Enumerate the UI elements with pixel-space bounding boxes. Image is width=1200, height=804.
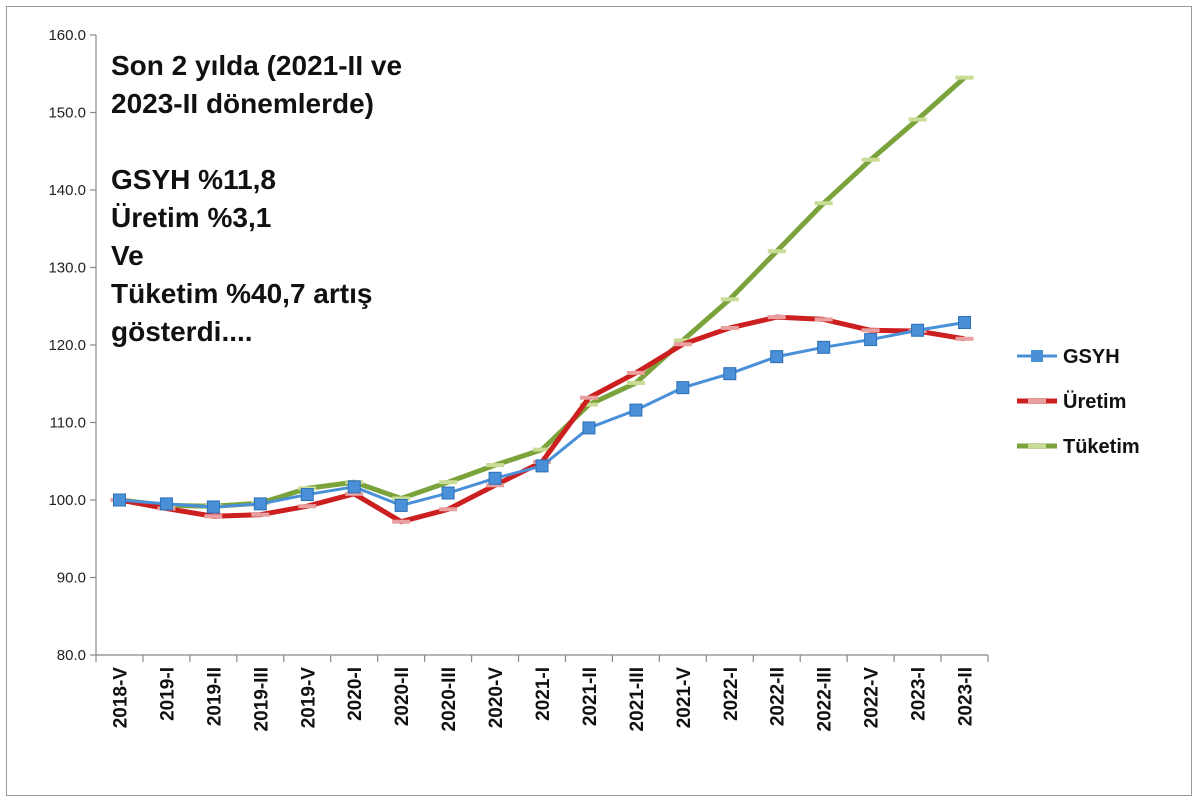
data-point-marker xyxy=(345,491,364,496)
data-point-marker xyxy=(582,421,596,435)
x-tick-label: 2019-I xyxy=(157,667,178,721)
data-point-marker xyxy=(629,403,643,417)
x-tick-label: 2018-V xyxy=(110,667,131,729)
x-tick-label: 2021-V xyxy=(674,667,695,729)
data-point-marker xyxy=(626,370,645,375)
data-point-marker xyxy=(770,350,784,364)
annotation-line: 2023-II dönemlerde) xyxy=(111,88,374,119)
legend-swatch-marker xyxy=(1031,350,1043,362)
x-tick-label: 2020-V xyxy=(486,667,507,729)
data-point-marker xyxy=(908,117,927,122)
x-tick-label: 2022-I xyxy=(721,667,742,721)
data-point-marker xyxy=(817,340,831,354)
data-point-marker xyxy=(394,498,408,512)
data-point-marker xyxy=(676,381,690,395)
x-tick-label: 2022-III xyxy=(815,667,836,731)
y-axis: 80.0 90.0 100.0 110.0 120.0 130.0 140.0 150.0 16… xyxy=(48,27,97,664)
x-tick-label: 2020-III xyxy=(439,667,460,731)
data-point-marker xyxy=(392,519,411,524)
data-point-marker xyxy=(861,157,880,162)
data-point-marker xyxy=(861,328,880,333)
data-point-marker xyxy=(204,514,223,519)
y-tick-label: 100.0 xyxy=(48,492,86,509)
legend-label: GSYH xyxy=(1063,346,1120,368)
data-point-marker xyxy=(486,463,505,468)
y-tick-label: 90.0 xyxy=(57,570,86,587)
data-point-marker xyxy=(767,315,786,320)
annotation-text: Son 2 yılda (2021-II ve 2023-II dönemler… xyxy=(111,47,531,351)
annotation-line: gösterdi.... xyxy=(111,316,253,347)
y-tick-label: 120.0 xyxy=(48,337,86,354)
data-point-marker xyxy=(955,75,974,80)
data-point-marker xyxy=(673,342,692,347)
annotation-line: Ve xyxy=(111,240,144,271)
data-point-marker xyxy=(441,486,455,500)
data-point-marker xyxy=(251,512,270,517)
x-tick-label: 2019-III xyxy=(251,667,272,731)
data-point-marker xyxy=(626,380,645,385)
x-tick-label: 2022-II xyxy=(768,667,789,726)
y-tick-label: 140.0 xyxy=(48,182,86,199)
chart-frame: 80.0 90.0 100.0 110.0 120.0 130.0 140.0 150.0 16… xyxy=(6,6,1192,796)
legend-label: Üretim xyxy=(1063,390,1126,413)
data-point-marker xyxy=(955,336,974,341)
x-tick-label: 2023-II xyxy=(956,667,977,726)
data-point-marker xyxy=(723,367,737,381)
y-tick-label: 110.0 xyxy=(50,415,86,432)
x-tick-label: 2021-III xyxy=(627,667,648,731)
annotation-line: Tüketim %40,7 artış xyxy=(111,278,373,309)
data-point-marker xyxy=(439,480,458,485)
data-point-marker xyxy=(814,201,833,206)
x-tick-label: 2020-II xyxy=(392,667,413,726)
data-point-marker xyxy=(673,338,692,343)
data-point-marker xyxy=(112,493,126,507)
series-lines xyxy=(110,75,974,525)
data-point-marker xyxy=(253,497,267,511)
data-point-marker xyxy=(535,459,549,473)
x-axis: 2018-V 2019-I 2019-II 2019-III 2019-V 2020-I 2… xyxy=(95,654,989,731)
x-tick-label: 2021-II xyxy=(580,667,601,726)
x-tick-label: 2023-I xyxy=(909,667,930,721)
data-point-marker xyxy=(579,395,598,400)
data-point-marker xyxy=(159,497,173,511)
y-tick-label: 150.0 xyxy=(48,105,86,122)
x-tick-label: 2019-II xyxy=(204,667,225,726)
x-tick-label: 2021-I xyxy=(533,667,554,721)
annotation-line: Son 2 yılda (2021-II ve xyxy=(111,50,403,81)
data-point-marker xyxy=(958,316,972,330)
y-tick-label: 160.0 xyxy=(48,27,86,44)
annotation-spacer xyxy=(111,123,531,161)
data-point-marker xyxy=(392,496,411,501)
data-point-marker xyxy=(300,488,314,502)
data-point-marker xyxy=(206,500,220,514)
data-point-marker xyxy=(347,480,361,494)
data-point-marker xyxy=(439,507,458,512)
y-tick-label: 130.0 xyxy=(48,260,86,277)
x-tick-label: 2022-V xyxy=(862,667,883,729)
data-point-marker xyxy=(864,333,878,347)
x-tick-label: 2020-I xyxy=(345,667,366,721)
legend-label: Tüketim xyxy=(1063,436,1140,458)
data-point-marker xyxy=(486,483,505,488)
data-point-marker xyxy=(720,325,739,330)
annotation-line: GSYH %11,8 xyxy=(111,164,276,195)
data-point-marker xyxy=(720,297,739,302)
legend-swatch-marker xyxy=(1028,444,1046,448)
data-point-marker xyxy=(579,402,598,407)
data-point-marker xyxy=(911,323,925,337)
data-point-marker xyxy=(767,249,786,254)
data-point-marker xyxy=(488,471,502,485)
x-tick-label: 2019-V xyxy=(298,667,319,729)
y-tick-label: 80.0 xyxy=(57,647,86,664)
line-chart: 80.0 90.0 100.0 110.0 120.0 130.0 140.0 150.0 16… xyxy=(48,27,1140,731)
legend: GSYH Üretim Tüketim xyxy=(1017,346,1140,458)
data-point-marker xyxy=(298,504,317,509)
data-point-marker xyxy=(533,447,551,452)
annotation-line: Üretim %3,1 xyxy=(111,202,272,233)
data-point-marker xyxy=(814,317,833,322)
legend-swatch-marker xyxy=(1028,399,1046,403)
